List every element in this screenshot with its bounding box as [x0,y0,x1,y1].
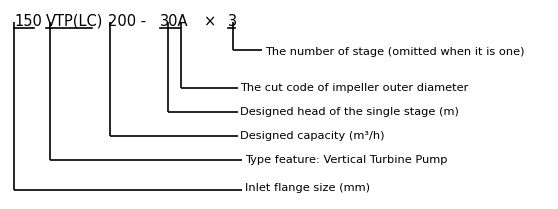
Text: Type feature: Vertical Turbine Pump: Type feature: Vertical Turbine Pump [245,155,448,165]
Text: 30A: 30A [160,14,189,29]
Text: VTP(LC): VTP(LC) [46,14,103,29]
Text: 3: 3 [228,14,237,29]
Text: Inlet flange size (mm): Inlet flange size (mm) [245,183,370,193]
Text: The number of stage (omitted when it is one): The number of stage (omitted when it is … [265,47,525,57]
Text: 200 -: 200 - [108,14,146,29]
Text: Designed capacity (m³/h): Designed capacity (m³/h) [240,131,384,141]
Text: Designed head of the single stage (m): Designed head of the single stage (m) [240,107,459,117]
Text: 150: 150 [14,14,42,29]
Text: ×: × [204,14,217,29]
Text: The cut code of impeller outer diameter: The cut code of impeller outer diameter [240,83,468,93]
